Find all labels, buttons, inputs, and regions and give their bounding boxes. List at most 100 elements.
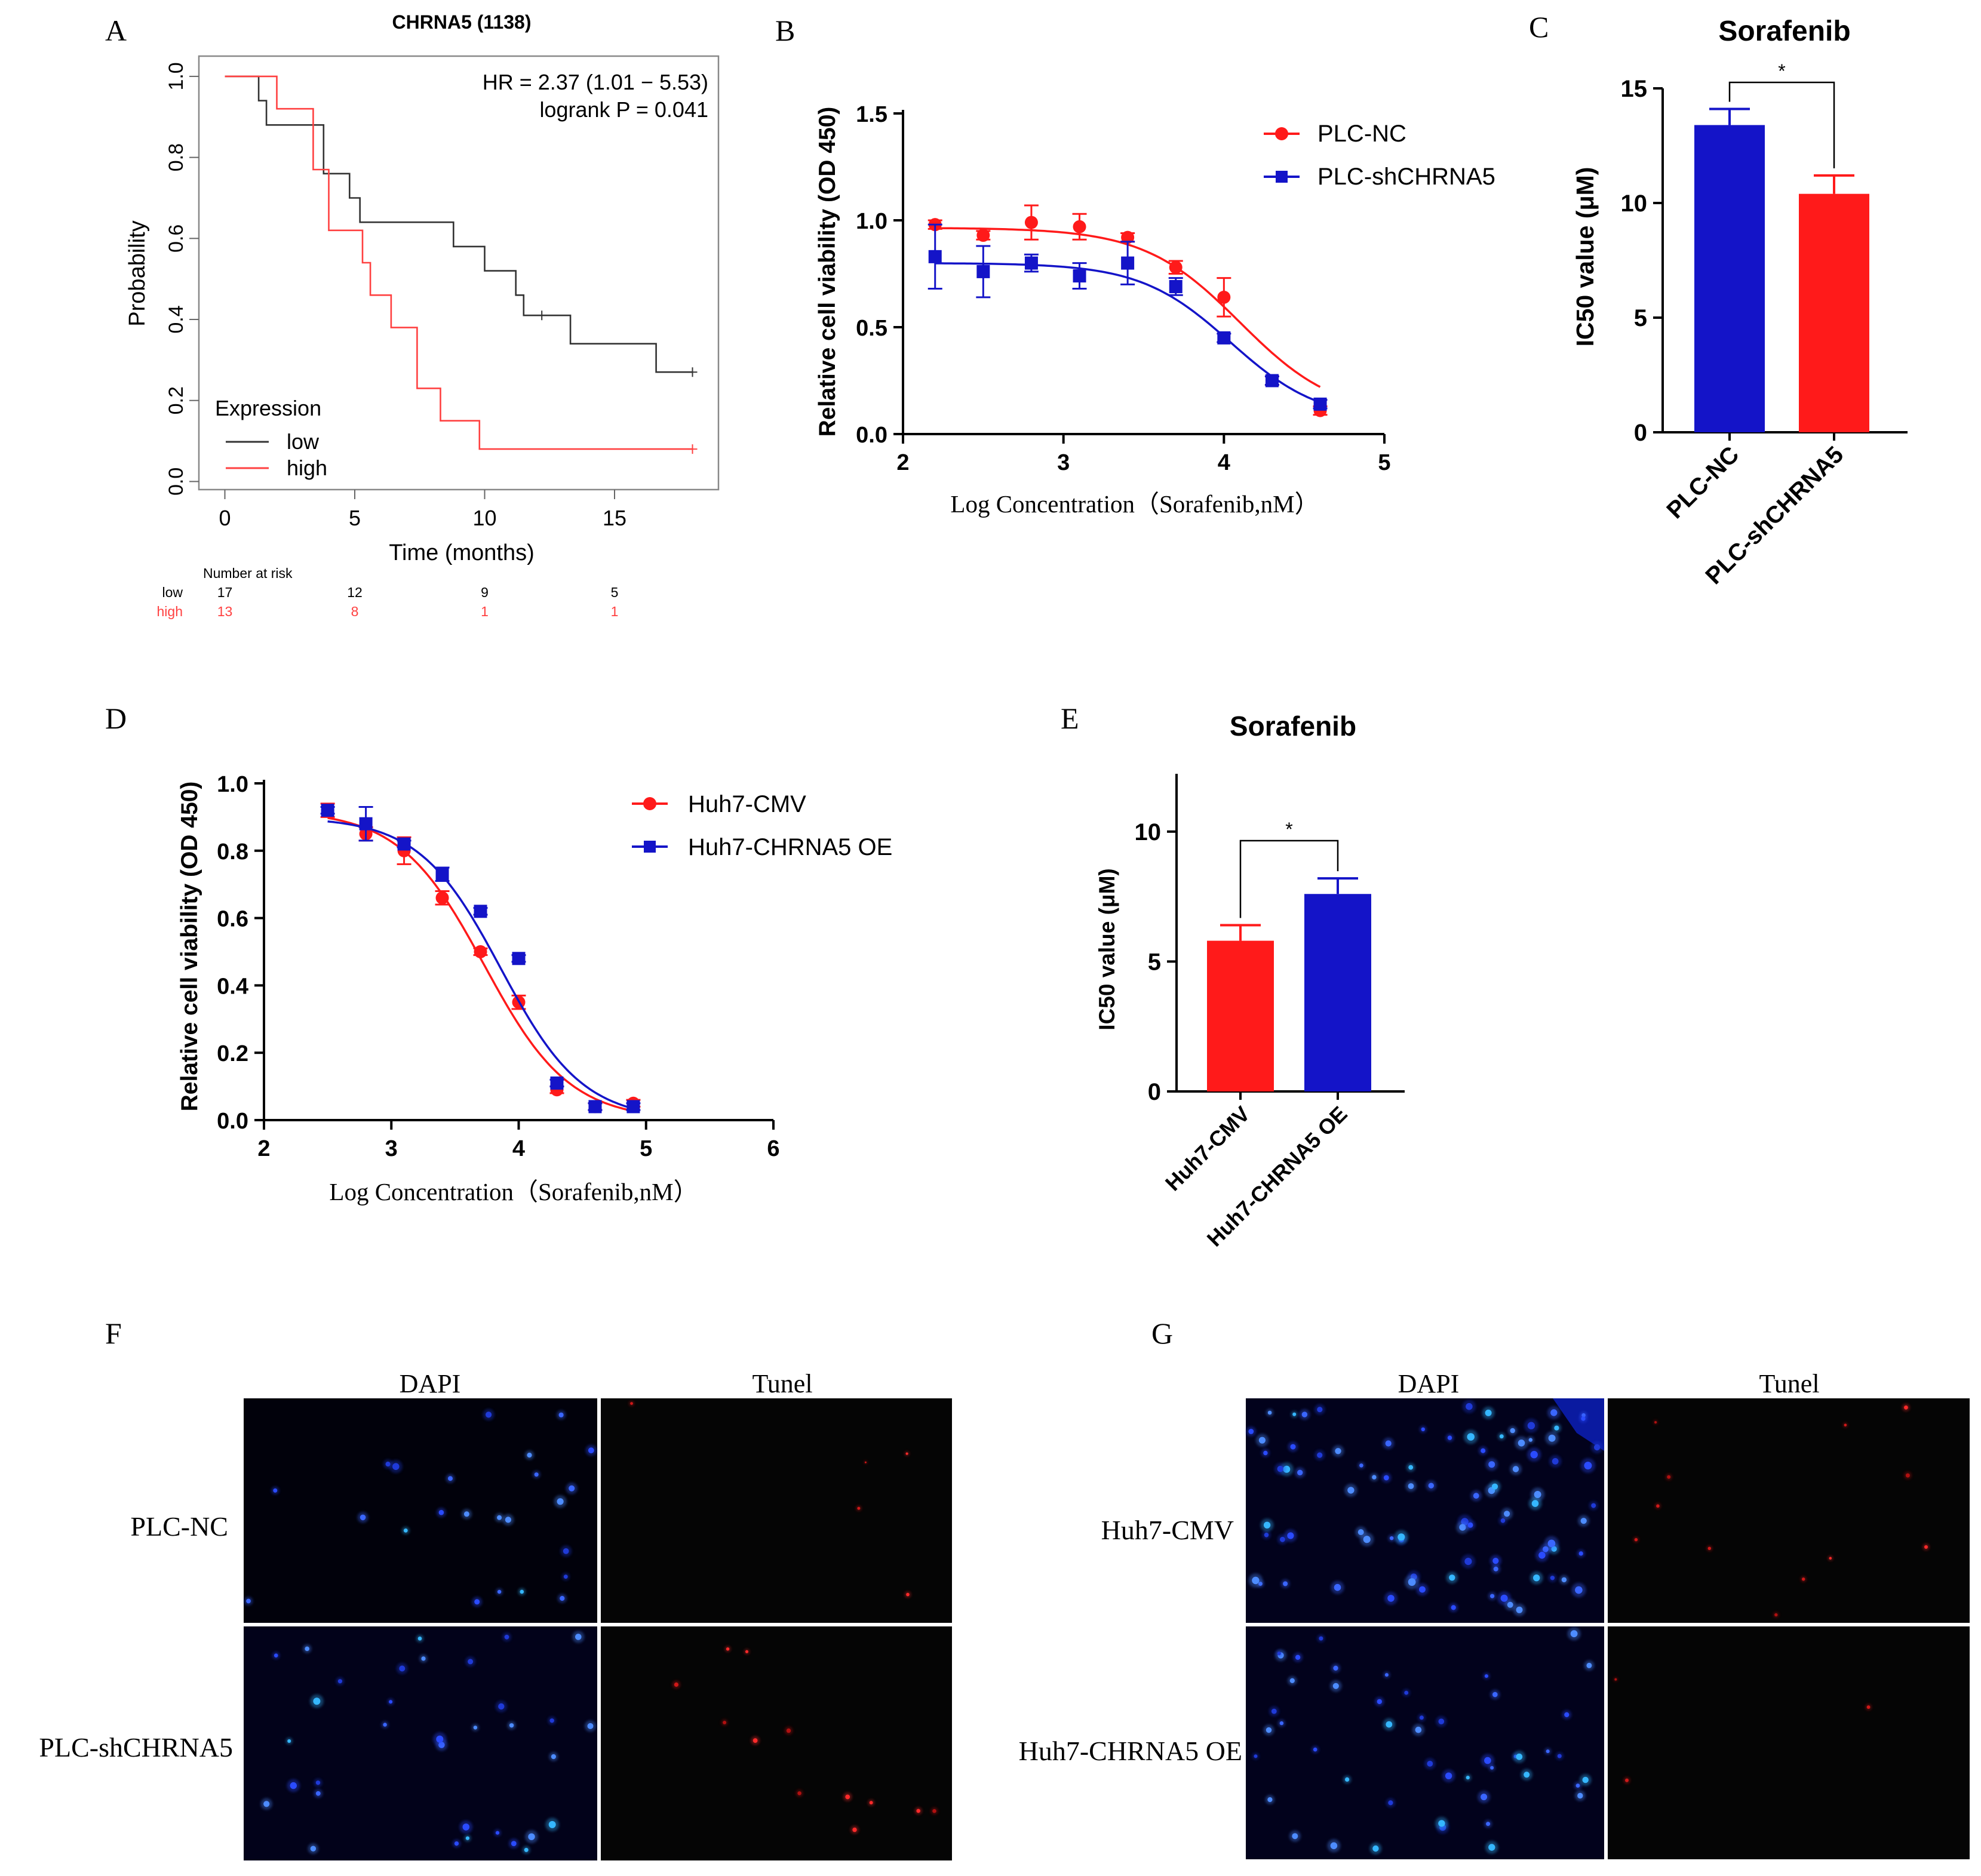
cell-nucleus — [524, 1847, 529, 1852]
panel-letter-e: E — [1061, 702, 1079, 735]
f-dapi-sh-image — [244, 1626, 597, 1860]
km-frame — [198, 55, 720, 491]
cell-nucleus — [723, 1721, 727, 1724]
microscopy-g: DAPI Tunel Huh7-CMV Huh7-CHRNA5 OE — [1019, 1369, 1970, 1859]
cell-nucleus — [1271, 1708, 1277, 1714]
km-curves — [225, 75, 698, 454]
bar-PLC-NC — [1694, 125, 1765, 432]
cell-nucleus — [1385, 1440, 1392, 1447]
data-point-Huh7-CHRNA5 OE — [435, 868, 449, 881]
cell-nucleus — [1427, 1761, 1433, 1767]
data-point-PLC-NC — [1169, 260, 1183, 274]
y-tick-label: 0.4 — [217, 974, 248, 999]
g-row-cmv: Huh7-CMV — [1101, 1515, 1234, 1545]
cell-nucleus — [1552, 1458, 1559, 1465]
cell-nucleus — [274, 1653, 278, 1657]
bar-Huh7-CMV — [1207, 940, 1274, 1091]
data-point-PLC-NC — [976, 229, 990, 242]
km-y-tick-label: 0.2 — [165, 386, 188, 414]
cell-nucleus — [753, 1738, 758, 1743]
cell-nucleus — [1384, 1673, 1389, 1677]
data-point-Huh7-CHRNA5 OE — [321, 804, 334, 817]
y-tick-label: 10 — [1135, 819, 1162, 845]
km-y-tick-label: 1.0 — [165, 62, 188, 90]
cell-nucleus — [1844, 1423, 1847, 1427]
cell-nucleus — [1510, 1428, 1515, 1434]
cell-nucleus — [528, 1833, 535, 1840]
cell-nucleus — [1372, 1845, 1379, 1852]
cell-nucleus — [1538, 1552, 1546, 1559]
km-legend-high-label: high — [287, 456, 327, 480]
cell-nucleus — [588, 1447, 594, 1454]
cell-nucleus — [1625, 1778, 1629, 1782]
cell-nucleus — [1333, 1665, 1338, 1671]
cell-nucleus — [1357, 1529, 1364, 1536]
km-x-tick-label: 0 — [219, 506, 231, 530]
cell-nucleus — [1252, 1576, 1260, 1585]
data-point-PLC-shCHRNA5 — [928, 250, 942, 263]
cell-nucleus — [845, 1794, 850, 1800]
y-tick-label: 0.8 — [217, 839, 248, 865]
cell-nucleus — [569, 1485, 575, 1491]
km-risk-value: 13 — [217, 604, 233, 619]
b-axes: 0.0 0.5 1.0 1.5 2 3 4 5 — [856, 102, 1390, 475]
y-tick-label: 0.2 — [217, 1041, 248, 1066]
significance-bracket — [1728, 81, 1835, 168]
data-point-Huh7-CHRNA5 OE — [474, 905, 487, 918]
cell-nucleus — [551, 1754, 557, 1760]
km-risk-value: 8 — [351, 604, 359, 619]
data-point-PLC-NC — [1121, 230, 1135, 244]
cell-nucleus — [1485, 1409, 1492, 1416]
cell-nucleus — [1313, 1747, 1317, 1752]
cell-nucleus — [905, 1452, 908, 1455]
cell-nucleus — [1449, 1574, 1455, 1581]
b-plot — [927, 204, 1328, 417]
cell-nucleus — [1500, 1518, 1506, 1523]
cell-nucleus — [1283, 1581, 1288, 1586]
data-point-Huh7-CHRNA5 OE — [397, 837, 411, 851]
cell-nucleus — [527, 1453, 532, 1458]
cell-nucleus — [1359, 1463, 1363, 1468]
cell-nucleus — [1564, 1712, 1570, 1717]
data-point-PLC-shCHRNA5 — [1121, 256, 1135, 270]
data-point-PLC-shCHRNA5 — [1217, 331, 1231, 345]
cell-nucleus — [1577, 1792, 1583, 1799]
cell-nucleus — [786, 1728, 791, 1733]
cell-nucleus — [1289, 1678, 1295, 1683]
km-y-tick-label: 0.4 — [165, 305, 188, 333]
e-title: Sorafenib — [1230, 711, 1356, 742]
cell-nucleus — [1387, 1595, 1395, 1602]
f-row-nc: PLC-NC — [130, 1511, 228, 1542]
data-point-Huh7-CHRNA5 OE — [359, 817, 373, 831]
y-tick-label: 1.0 — [217, 772, 248, 797]
cell-nucleus — [1248, 1429, 1254, 1434]
km-curve-high — [225, 75, 693, 450]
cell-nucleus — [273, 1488, 278, 1493]
cell-nucleus — [246, 1598, 251, 1604]
cell-nucleus — [1372, 1475, 1377, 1480]
panel-letter-b: B — [775, 14, 795, 47]
cell-nucleus — [1557, 1754, 1562, 1758]
cell-nucleus — [1802, 1577, 1805, 1581]
cell-nucleus — [1317, 1452, 1323, 1458]
data-point-PLC-shCHRNA5 — [1313, 397, 1327, 411]
cell-nucleus — [1484, 1674, 1488, 1678]
cell-nucleus — [745, 1650, 748, 1653]
cell-nucleus — [1277, 1466, 1283, 1472]
y-tick-label: 0 — [1634, 420, 1647, 446]
cell-nucleus — [1575, 1586, 1583, 1594]
y-tick-label: 0.5 — [856, 316, 887, 341]
km-curve-low — [225, 75, 693, 373]
d-legend-cmv-label: Huh7-CMV — [688, 791, 806, 817]
data-point-Huh7-CMV — [474, 945, 487, 958]
cell-nucleus — [1582, 1776, 1589, 1783]
panel-letter-f: F — [105, 1317, 122, 1350]
cell-nucleus — [1398, 1533, 1405, 1541]
cell-nucleus — [1334, 1583, 1341, 1591]
data-point-PLC-NC — [1073, 220, 1086, 233]
cell-nucleus — [511, 1841, 517, 1847]
cell-nucleus — [1528, 1438, 1532, 1442]
cell-nucleus — [1591, 1503, 1596, 1508]
cell-nucleus — [1593, 1444, 1601, 1451]
cell-nucleus — [463, 1511, 469, 1517]
